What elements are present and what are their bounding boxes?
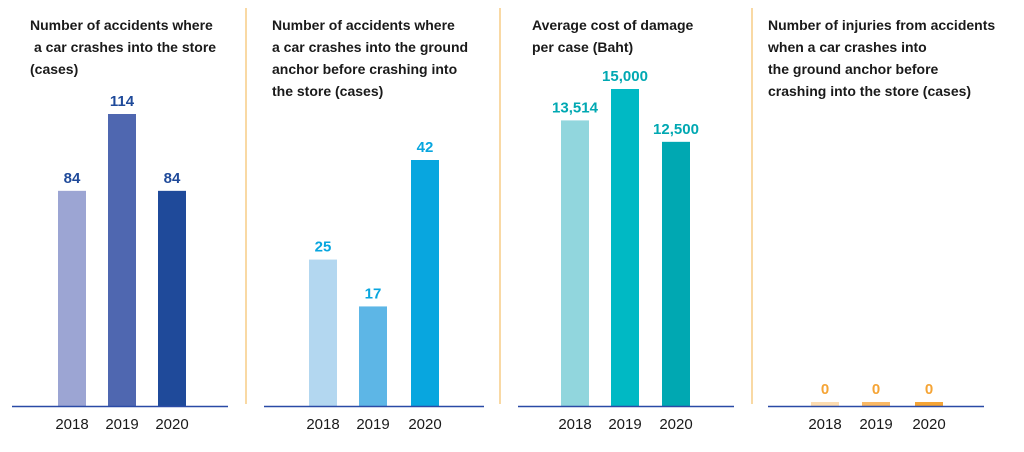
bar — [811, 402, 839, 406]
x-tick-label: 2019 — [356, 416, 389, 433]
chart-title-line: Number of injuries from accidents — [768, 17, 995, 33]
chart-title-line: per case (Baht) — [532, 39, 633, 55]
bar — [411, 160, 439, 406]
bar — [359, 306, 387, 406]
data-label: 0 — [872, 381, 880, 398]
data-label: 15,000 — [602, 68, 648, 85]
data-label: 42 — [417, 139, 434, 156]
chart-title-line: anchor before crashing into — [272, 61, 457, 77]
x-tick-label: 2020 — [659, 416, 692, 433]
bar — [58, 190, 86, 406]
bar — [611, 89, 639, 406]
chart-title-line: the store (cases) — [272, 83, 383, 99]
x-tick-label: 2018 — [55, 416, 88, 433]
data-label: 114 — [110, 93, 135, 110]
chart-title-line: the ground anchor before — [768, 61, 939, 77]
chart-title-line: (cases) — [30, 61, 78, 77]
x-tick-label: 2020 — [912, 416, 945, 433]
x-tick-label: 2020 — [408, 416, 441, 433]
bar — [862, 402, 890, 406]
x-tick-label: 2020 — [155, 416, 188, 433]
data-label: 0 — [925, 381, 933, 398]
chart-title-line: a car crashes into the ground — [272, 39, 468, 55]
chart-title-line: Number of accidents where — [272, 17, 455, 33]
data-label: 84 — [64, 170, 81, 187]
bar — [915, 402, 943, 406]
chart-title-line: crashing into the store (cases) — [768, 83, 971, 99]
x-tick-label: 2018 — [306, 416, 339, 433]
x-tick-label: 2019 — [608, 416, 641, 433]
x-tick-label: 2019 — [859, 416, 892, 433]
bar — [309, 259, 337, 406]
chart-title-line: Average cost of damage — [532, 17, 694, 33]
bar — [662, 141, 690, 407]
data-label: 0 — [821, 381, 829, 398]
bar — [108, 114, 136, 406]
data-label: 13,514 — [552, 99, 599, 116]
data-label: 25 — [315, 239, 332, 256]
data-label: 12,500 — [653, 121, 699, 138]
bar — [561, 120, 589, 406]
x-tick-label: 2019 — [105, 416, 138, 433]
x-tick-label: 2018 — [558, 416, 591, 433]
data-label: 84 — [164, 170, 181, 187]
chart-title-line: Number of accidents where — [30, 17, 213, 33]
chart-title-line: when a car crashes into — [767, 39, 927, 55]
data-label: 17 — [365, 285, 382, 302]
bar — [158, 190, 186, 406]
x-tick-label: 2018 — [808, 416, 841, 433]
chart-title-line: a car crashes into the store — [34, 39, 216, 55]
